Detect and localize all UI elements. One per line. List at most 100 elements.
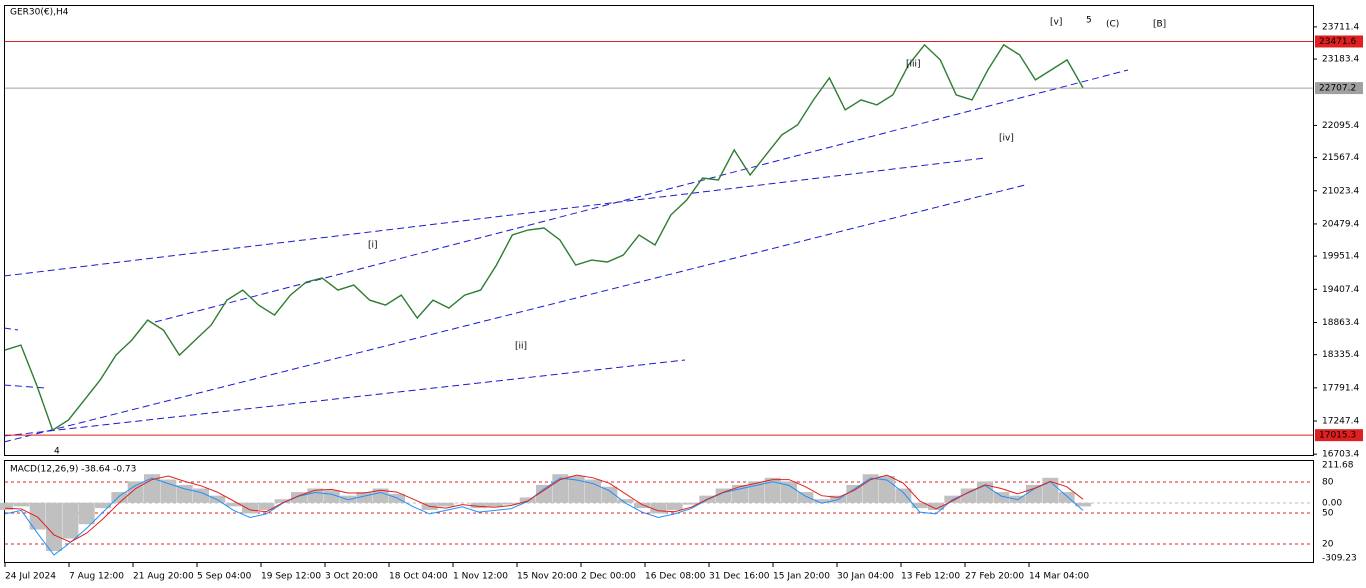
macd-bar	[78, 502, 95, 525]
wave-label: [i]	[368, 241, 378, 251]
macd-bar	[225, 502, 242, 507]
wave-label: [iii]	[906, 60, 921, 70]
price-label: 23471.6	[1319, 37, 1356, 47]
macd-bar	[764, 477, 781, 503]
wave-label: [B]	[1153, 20, 1166, 30]
macd-bar	[258, 502, 275, 510]
wave-label: [ii]	[515, 342, 527, 352]
macd-bar	[160, 479, 177, 503]
macd-bar	[1026, 484, 1042, 503]
macd-bar	[634, 502, 650, 509]
macd-bar	[781, 481, 797, 503]
y-tick-label: 22095.4	[1322, 121, 1359, 131]
macd-bar	[274, 499, 291, 503]
macd-bar	[13, 502, 30, 507]
macd-bar	[666, 502, 683, 510]
macd-bar	[127, 481, 144, 503]
macd-bar	[1075, 502, 1091, 507]
wave-label: [iv]	[999, 134, 1014, 144]
x-tick-label: 30 Jan 04:00	[837, 572, 894, 582]
x-tick-label: 15 Nov 20:00	[517, 572, 578, 582]
y-tick-label: 18335.4	[1322, 350, 1359, 360]
y2-tick-label: -309.23	[1322, 554, 1357, 564]
price-label-box	[1315, 35, 1363, 48]
y-tick-label: 21567.4	[1322, 153, 1359, 163]
macd-title: MACD(12,26,9) -38.64 -0.73	[10, 465, 136, 475]
chart-title: GER30(€),H4	[10, 8, 69, 18]
macd-bar	[911, 502, 928, 509]
macd-bar	[585, 479, 601, 503]
macd-bar	[29, 502, 46, 530]
x-tick-label: 1 Nov 12:00	[453, 572, 508, 582]
main-panel	[4, 5, 1314, 456]
x-tick-label: 27 Feb 20:00	[965, 572, 1024, 582]
macd-bar	[470, 502, 487, 509]
macd-bar	[568, 476, 585, 503]
macd-bar	[0, 502, 13, 510]
signal-line	[4, 474, 1084, 543]
x-tick-label: 18 Oct 04:00	[389, 572, 448, 582]
macd-bar	[519, 497, 536, 503]
y-tick-label: 21023.4	[1322, 186, 1359, 196]
macd-level-label: 80	[1322, 478, 1334, 488]
y-tick-label: 17247.4	[1322, 417, 1359, 427]
x-tick-label: 2 Dec 00:00	[581, 572, 636, 582]
macd-bar	[176, 484, 193, 503]
macd-bar	[487, 502, 503, 507]
x-tick-label: 21 Aug 20:00	[133, 572, 194, 582]
y-tick-label: 23711.4	[1322, 22, 1359, 32]
x-tick-label: 14 Mar 04:00	[1029, 572, 1089, 582]
y-tick-label: 20479.4	[1322, 219, 1359, 229]
macd-bar	[928, 502, 944, 510]
y-tick-label: 17791.4	[1322, 383, 1359, 393]
y-tick-label: 23183.4	[1322, 55, 1359, 65]
x-tick-label: 31 Dec 16:00	[709, 572, 770, 582]
y2-tick-label: 211.68	[1322, 461, 1354, 471]
y-tick-label: 19951.4	[1322, 252, 1359, 262]
macd-bar	[846, 484, 863, 503]
trendline	[3, 327, 19, 331]
price-label: 22707.2	[1319, 84, 1356, 94]
macd-bar	[993, 492, 1010, 503]
trendline	[154, 69, 1129, 323]
macd-bar	[813, 499, 830, 503]
macd-bar	[617, 499, 634, 503]
wave-label: (C)	[1106, 20, 1119, 30]
trendline	[3, 359, 686, 437]
macd-bar	[62, 502, 79, 539]
macd-bar	[242, 502, 258, 514]
macd-bar	[536, 484, 552, 503]
y-tick-label: 19407.4	[1322, 285, 1359, 295]
macd-bar	[111, 492, 128, 503]
macd-bar	[438, 502, 454, 507]
macd-bar	[95, 502, 111, 509]
macd-bar	[46, 502, 62, 551]
wave-label: [v]	[1050, 18, 1062, 28]
macd-bar	[503, 502, 520, 505]
macd-bar	[1058, 492, 1075, 503]
y-tick-label: 16703.4	[1322, 450, 1359, 460]
wave-label: 5	[1086, 16, 1092, 26]
macd-bar	[356, 492, 373, 503]
x-tick-label: 16 Dec 08:00	[645, 572, 706, 582]
macd-bar	[960, 488, 977, 503]
macd-bar	[895, 488, 912, 503]
macd-level-label: 50	[1322, 509, 1334, 519]
x-tick-label: 15 Jan 20:00	[773, 572, 830, 582]
macd-level-label: 0.00	[1322, 499, 1342, 509]
macd-level-label: 20	[1322, 540, 1334, 550]
macd-bar	[291, 492, 307, 503]
wave-label: 4	[54, 447, 60, 457]
price-label-box	[1315, 429, 1363, 442]
macd-bar	[193, 488, 209, 503]
macd-bar	[372, 488, 389, 503]
macd-line	[4, 477, 1084, 556]
x-tick-label: 5 Sep 04:00	[197, 572, 252, 582]
price-label-box	[1315, 82, 1363, 95]
x-tick-label: 13 Feb 12:00	[901, 572, 960, 582]
macd-bar	[601, 486, 618, 503]
x-tick-label: 24 Jul 2024	[5, 572, 56, 582]
macd-bar	[650, 502, 667, 514]
